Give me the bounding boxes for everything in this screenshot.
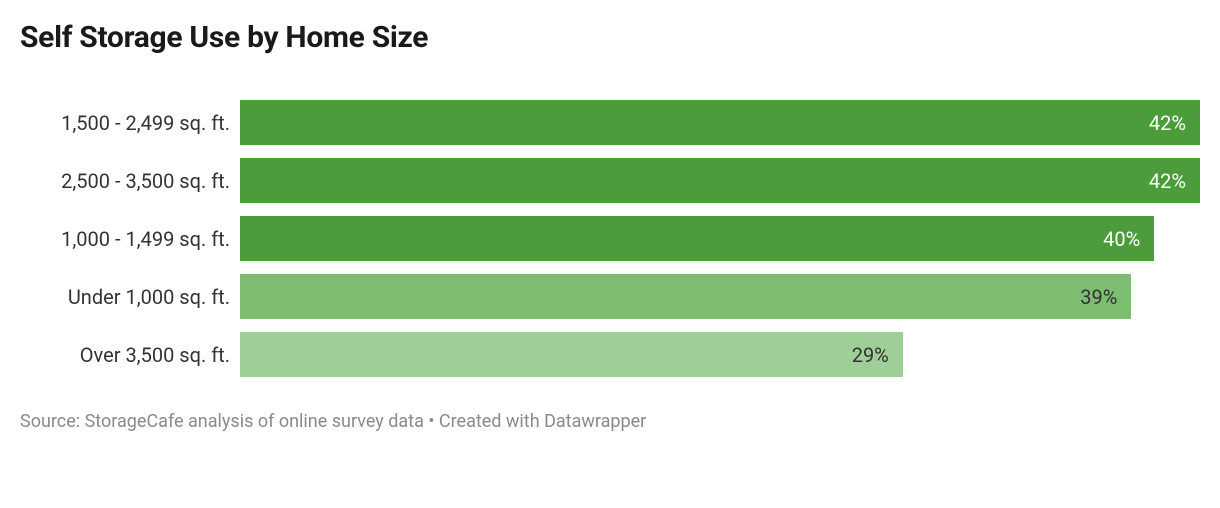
bar: 29%	[240, 332, 903, 377]
bar: 42%	[240, 100, 1200, 145]
bar: 40%	[240, 216, 1154, 261]
chart-row: Over 3,500 sq. ft. 29%	[20, 332, 1200, 377]
category-label: Over 3,500 sq. ft.	[20, 343, 240, 367]
category-label: Under 1,000 sq. ft.	[20, 285, 240, 309]
bar-track: 29%	[240, 332, 1200, 377]
value-label: 42%	[1149, 169, 1186, 193]
chart-row: 1,500 - 2,499 sq. ft. 42%	[20, 100, 1200, 145]
bar-track: 40%	[240, 216, 1200, 261]
category-label: 1,500 - 2,499 sq. ft.	[20, 111, 240, 135]
bar: 39%	[240, 274, 1131, 319]
value-label: 39%	[1080, 285, 1117, 309]
chart-source-footer: Source: StorageCafe analysis of online s…	[20, 411, 1200, 432]
bar-track: 42%	[240, 100, 1200, 145]
category-label: 2,500 - 3,500 sq. ft.	[20, 169, 240, 193]
bar-chart: 1,500 - 2,499 sq. ft.42%2,500 - 3,500 sq…	[20, 100, 1200, 377]
chart-title: Self Storage Use by Home Size	[20, 20, 1200, 55]
category-label: 1,000 - 1,499 sq. ft.	[20, 227, 240, 251]
bar: 42%	[240, 158, 1200, 203]
bar-track: 42%	[240, 158, 1200, 203]
value-label: 42%	[1149, 111, 1186, 135]
bar-track: 39%	[240, 274, 1200, 319]
chart-row: Under 1,000 sq. ft. 39%	[20, 274, 1200, 319]
value-label: 40%	[1103, 227, 1140, 251]
chart-row: 2,500 - 3,500 sq. ft. 42%	[20, 158, 1200, 203]
value-label: 29%	[852, 343, 889, 367]
chart-row: 1,000 - 1,499 sq. ft. 40%	[20, 216, 1200, 261]
